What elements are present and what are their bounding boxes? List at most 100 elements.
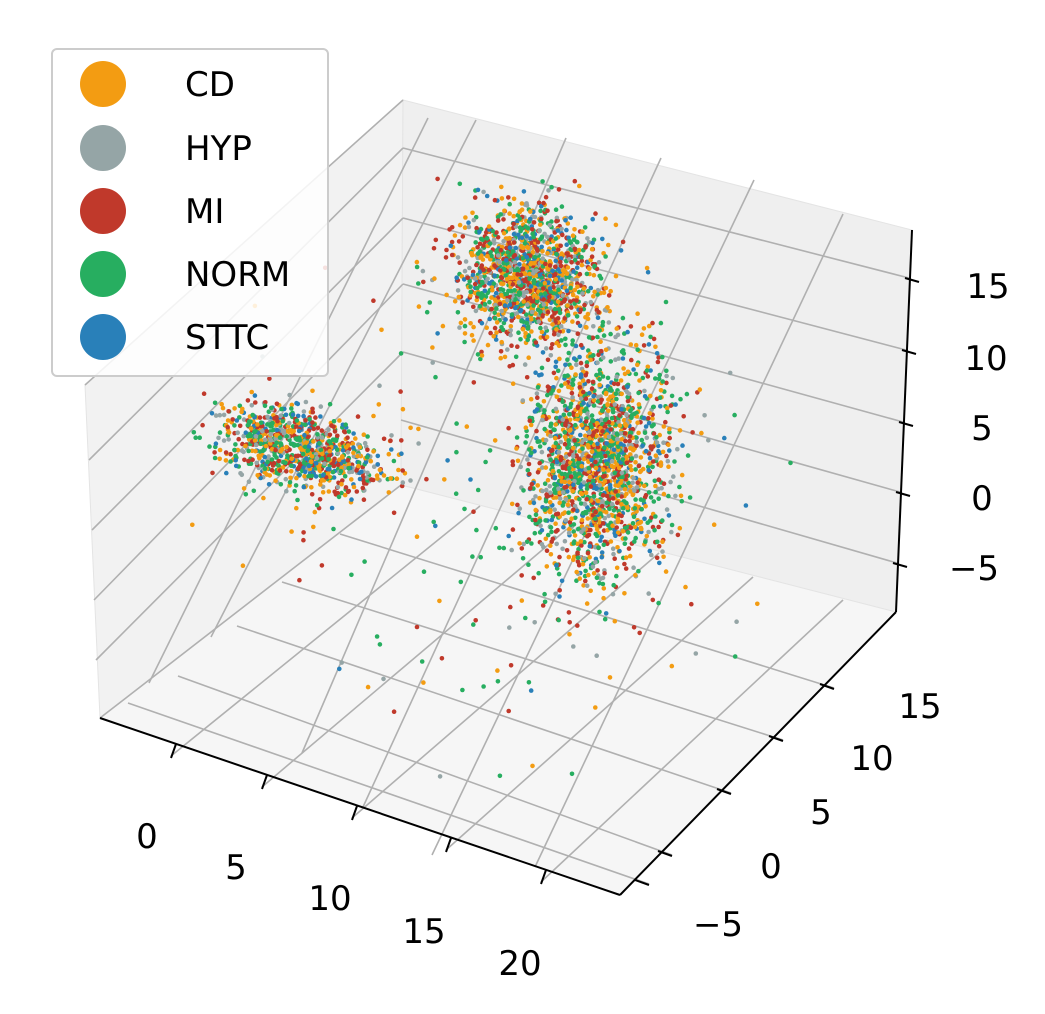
data-point-norm	[575, 555, 581, 561]
data-point-cd	[597, 520, 602, 525]
data-point-cd	[666, 442, 671, 448]
data-point-mi	[544, 492, 549, 497]
data-point-norm	[591, 403, 597, 408]
data-point-mi	[499, 275, 505, 281]
data-point-sttc	[528, 284, 534, 289]
data-point-sttc	[511, 231, 517, 237]
data-point-mi	[550, 342, 555, 347]
data-point-norm	[288, 441, 294, 447]
data-point-cd	[554, 327, 559, 332]
data-point-mi	[597, 523, 603, 529]
data-point-cd	[339, 481, 344, 487]
data-point-norm	[261, 447, 267, 453]
data-point-hyp	[693, 651, 699, 656]
data-point-norm	[545, 532, 551, 538]
data-point-mi	[577, 271, 583, 277]
data-point-norm	[513, 354, 519, 360]
data-point-norm	[653, 376, 658, 381]
data-point-mi	[650, 320, 655, 326]
data-point-norm	[660, 518, 665, 523]
z-tick-label-0: 0	[971, 479, 993, 519]
data-point-mi	[507, 364, 512, 369]
data-point-hyp	[559, 226, 564, 232]
data-point-cd	[523, 425, 529, 431]
data-point-cd	[555, 299, 561, 305]
data-point-cd	[510, 381, 516, 387]
data-point-norm	[619, 349, 625, 355]
data-point-norm	[274, 440, 279, 446]
data-point-cd	[540, 414, 546, 420]
data-point-cd	[623, 555, 629, 560]
data-point-hyp	[563, 518, 568, 523]
data-point-mi	[593, 509, 598, 515]
data-point-norm	[623, 536, 628, 541]
data-point-cd	[575, 541, 580, 547]
data-point-sttc	[357, 476, 363, 482]
data-point-hyp	[587, 430, 592, 436]
data-point-mi	[600, 492, 606, 498]
data-point-norm	[593, 516, 598, 521]
data-point-hyp	[420, 268, 426, 274]
data-point-cd	[562, 434, 568, 440]
data-point-mi	[583, 373, 588, 378]
data-point-norm	[550, 388, 556, 393]
data-point-sttc	[559, 278, 564, 283]
data-point-norm	[252, 429, 257, 435]
data-point-mi	[650, 459, 656, 464]
data-point-mi	[655, 359, 661, 365]
gridline-floor-x10	[351, 552, 660, 819]
data-point-norm	[565, 357, 570, 363]
data-point-cd	[346, 443, 351, 448]
data-point-cd	[462, 317, 468, 322]
data-point-mi	[593, 211, 598, 216]
data-point-norm	[520, 556, 526, 561]
gridline-floor-yneg5	[127, 702, 650, 885]
data-point-cd	[661, 491, 667, 497]
data-point-norm	[454, 449, 459, 455]
data-point-hyp	[463, 259, 469, 264]
data-point-norm	[269, 405, 274, 411]
data-point-sttc	[233, 463, 239, 469]
data-point-mi	[443, 255, 449, 260]
data-point-norm	[246, 419, 252, 424]
data-point-mi	[508, 663, 514, 668]
data-point-mi	[628, 324, 634, 329]
data-point-norm	[565, 313, 571, 318]
data-point-sttc	[283, 412, 289, 418]
data-point-hyp	[509, 547, 514, 553]
data-point-hyp	[351, 454, 357, 459]
data-point-norm	[338, 468, 344, 474]
data-point-hyp	[531, 271, 536, 276]
data-point-cd	[586, 445, 591, 450]
data-point-norm	[584, 271, 590, 277]
data-point-norm	[600, 581, 606, 587]
data-point-mi	[690, 430, 695, 435]
data-point-norm	[494, 306, 499, 311]
data-point-sttc	[516, 232, 521, 238]
data-point-hyp	[582, 437, 587, 443]
data-point-cd	[470, 210, 475, 216]
data-point-norm	[467, 279, 473, 284]
data-point-norm	[538, 404, 543, 409]
data-point-norm	[598, 511, 603, 516]
data-point-mi	[548, 448, 554, 454]
data-point-cd	[267, 473, 273, 478]
data-point-hyp	[364, 475, 369, 480]
data-point-hyp	[467, 265, 472, 271]
data-point-mi	[414, 624, 420, 630]
data-point-mi	[661, 481, 667, 487]
data-point-cd	[524, 265, 530, 271]
data-point-mi	[608, 427, 614, 432]
data-point-mi	[253, 400, 258, 405]
data-point-cd	[289, 456, 295, 462]
data-point-mi	[398, 389, 403, 394]
data-point-cd	[469, 250, 474, 256]
data-point-norm	[301, 460, 307, 466]
data-point-norm	[462, 506, 467, 512]
data-point-cd	[416, 426, 421, 432]
data-point-cd	[374, 473, 380, 478]
data-point-norm	[377, 642, 383, 647]
data-point-mi	[381, 436, 387, 442]
data-point-mi	[558, 259, 563, 265]
data-point-hyp	[616, 356, 621, 361]
